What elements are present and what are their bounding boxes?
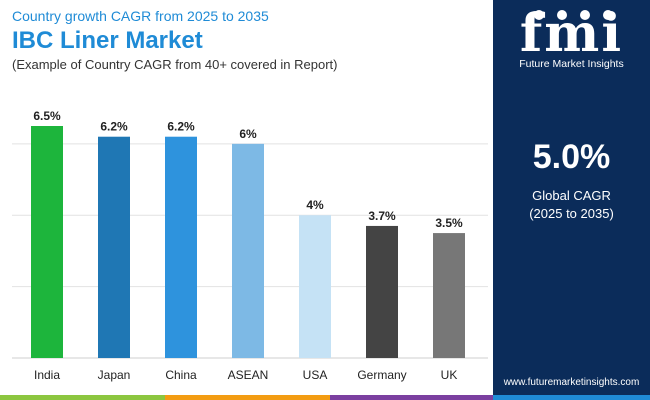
- global-cagr-period: (2025 to 2035): [529, 206, 614, 221]
- logo-wordmark: fmi: [519, 3, 624, 64]
- data-label: 6.2%: [167, 120, 195, 134]
- x-tick-label: USA: [303, 368, 328, 382]
- x-tick-label: Japan: [98, 368, 131, 382]
- global-cagr-value: 5.0%: [532, 138, 611, 176]
- data-label: 6%: [239, 127, 257, 141]
- bar-usa: [299, 215, 331, 358]
- x-tick-label: ASEAN: [228, 368, 269, 382]
- bottom-bar-purple: [330, 395, 493, 400]
- x-tick-label: Germany: [357, 368, 406, 382]
- summary-panel: fmi Future Market Insights 5.0% Global C…: [493, 0, 650, 400]
- chart-title: IBC Liner Market: [12, 27, 203, 54]
- bar-germany: [366, 225, 398, 358]
- data-label: 6.2%: [100, 120, 128, 134]
- data-label: 3.7%: [368, 209, 396, 223]
- bar-china: [165, 136, 197, 358]
- logo-caption: Future Market Insights: [519, 58, 624, 70]
- chart-subtitle: Country growth CAGR from 2025 to 2035: [12, 8, 269, 24]
- data-label: 4%: [306, 198, 324, 212]
- global-cagr-label: Global CAGR: [532, 188, 611, 203]
- bottom-bar-blue: [493, 395, 650, 400]
- data-label: 6.5%: [33, 109, 61, 123]
- bottom-bar-green: [0, 395, 165, 400]
- bar-asean: [232, 143, 264, 358]
- fmi-logo: fmi Future Market Insights: [493, 0, 650, 85]
- x-tick-label: India: [34, 368, 60, 382]
- bar-india: [31, 126, 63, 358]
- logo-icons: [534, 10, 613, 20]
- bar-uk: [433, 233, 465, 358]
- data-label: 3.5%: [435, 216, 463, 230]
- website-link[interactable]: www.futuremarketinsights.com: [503, 377, 640, 388]
- x-tick-label: China: [165, 368, 197, 382]
- chart-note: (Example of Country CAGR from 40+ covere…: [12, 57, 338, 72]
- bar-japan: [98, 136, 130, 358]
- bar-chart: 6.5% India 6.2% Japan 6.2% China 6% ASEAN 4% USA 3…: [12, 109, 488, 382]
- bottom-bar-orange: [165, 395, 330, 400]
- x-tick-label: UK: [441, 368, 458, 382]
